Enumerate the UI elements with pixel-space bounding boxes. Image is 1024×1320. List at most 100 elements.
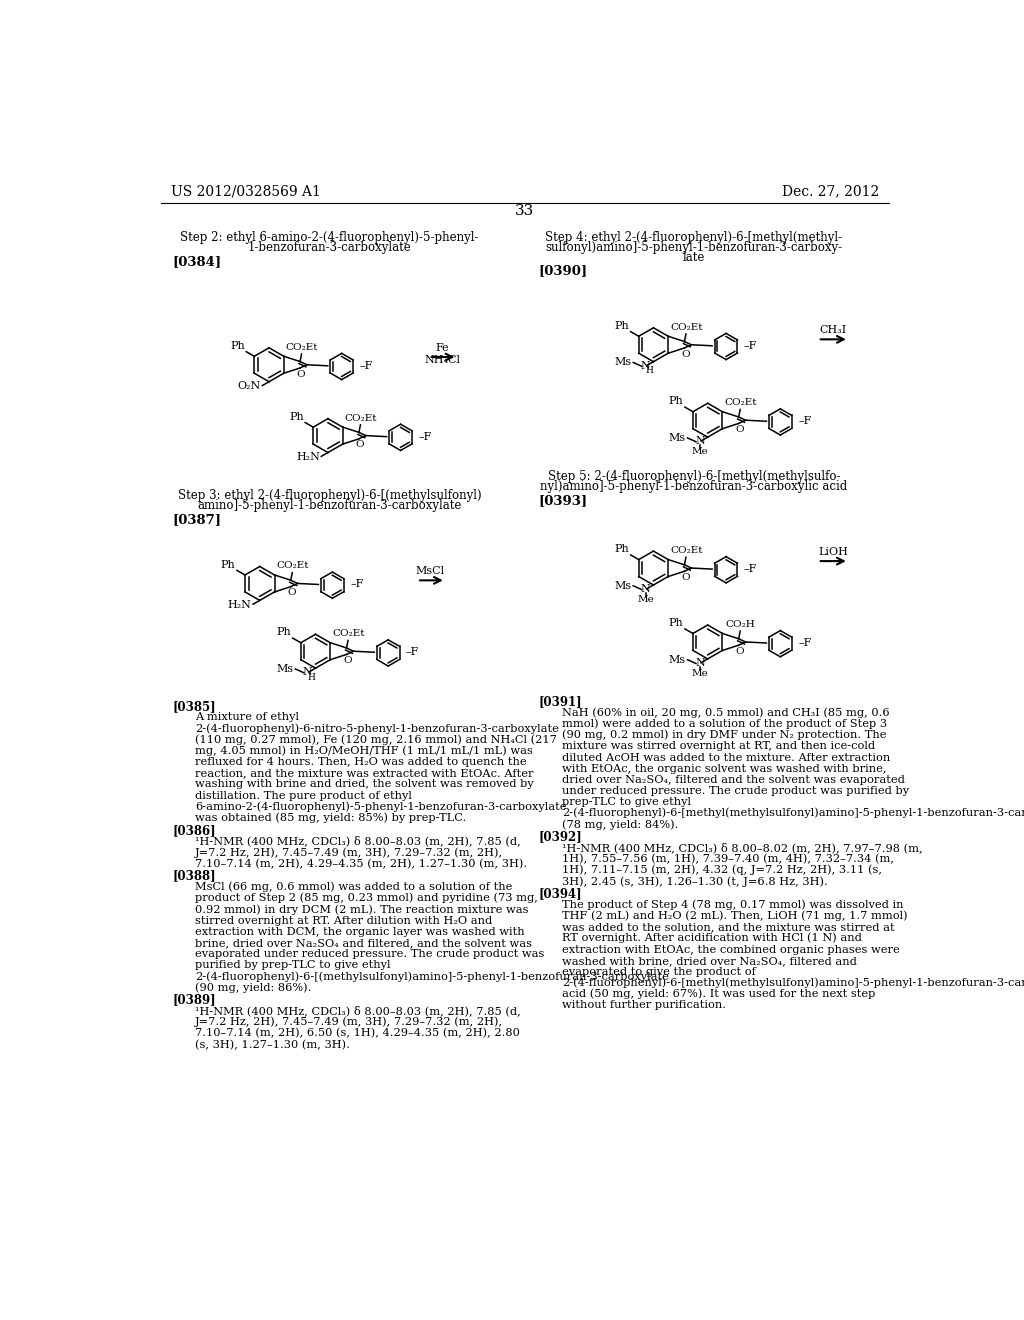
Text: Step 4: ethyl 2-(4-fluorophenyl)-6-[methyl(methyl-: Step 4: ethyl 2-(4-fluorophenyl)-6-[meth… [545,231,843,244]
Text: brine, dried over Na₂SO₄ and filtered, and the solvent was: brine, dried over Na₂SO₄ and filtered, a… [196,939,532,948]
Text: without further purification.: without further purification. [562,1001,726,1011]
Text: NaH (60% in oil, 20 mg, 0.5 mmol) and CH₃I (85 mg, 0.6: NaH (60% in oil, 20 mg, 0.5 mmol) and CH… [562,708,890,718]
Text: CO₂Et: CO₂Et [344,413,377,422]
Text: (90 mg, 0.2 mmol) in dry DMF under N₂ protection. The: (90 mg, 0.2 mmol) in dry DMF under N₂ pr… [562,730,887,741]
Text: 2-(4-fluorophenyl)-6-nitro-5-phenyl-1-benzofuran-3-carboxylate: 2-(4-fluorophenyl)-6-nitro-5-phenyl-1-be… [196,723,559,734]
Text: 7.10–7.14 (m, 2H), 4.29–4.35 (m, 2H), 1.27–1.30 (m, 3H).: 7.10–7.14 (m, 2H), 4.29–4.35 (m, 2H), 1.… [196,858,527,869]
Text: NH₄Cl: NH₄Cl [425,355,461,366]
Text: product of Step 2 (85 mg, 0.23 mmol) and pyridine (73 mg,: product of Step 2 (85 mg, 0.23 mmol) and… [196,892,539,903]
Text: was obtained (85 mg, yield: 85%) by prep-TLC.: was obtained (85 mg, yield: 85%) by prep… [196,812,467,822]
Text: US 2012/0328569 A1: US 2012/0328569 A1 [171,185,321,198]
Text: evaporated under reduced pressure. The crude product was: evaporated under reduced pressure. The c… [196,949,545,960]
Text: Step 3: ethyl 2-(4-fluorophenyl)-6-[(methylsulfonyl): Step 3: ethyl 2-(4-fluorophenyl)-6-[(met… [178,488,481,502]
Text: –F: –F [406,647,420,657]
Text: ¹H-NMR (400 MHz, CDCl₃) δ 8.00–8.02 (m, 2H), 7.97–7.98 (m,: ¹H-NMR (400 MHz, CDCl₃) δ 8.00–8.02 (m, … [562,842,923,853]
Text: O: O [297,370,305,379]
Text: 33: 33 [515,205,535,218]
Text: J=7.2 Hz, 2H), 7.45–7.49 (m, 3H), 7.29–7.32 (m, 2H),: J=7.2 Hz, 2H), 7.45–7.49 (m, 3H), 7.29–7… [196,1016,504,1027]
Text: 3H), 2.45 (s, 3H), 1.26–1.30 (t, J=6.8 Hz, 3H).: 3H), 2.45 (s, 3H), 1.26–1.30 (t, J=6.8 H… [562,876,827,887]
Text: O: O [287,589,296,597]
Text: under reduced pressure. The crude product was purified by: under reduced pressure. The crude produc… [562,785,909,796]
Text: Ms: Ms [276,664,294,675]
Text: (s, 3H), 1.27–1.30 (m, 3H).: (s, 3H), 1.27–1.30 (m, 3H). [196,1039,350,1049]
Text: CO₂Et: CO₂Et [670,546,702,554]
Text: J=7.2 Hz, 2H), 7.45–7.49 (m, 3H), 7.29–7.32 (m, 2H),: J=7.2 Hz, 2H), 7.45–7.49 (m, 3H), 7.29–7… [196,847,504,858]
Text: Ph: Ph [289,412,304,422]
Text: Fe: Fe [436,343,450,352]
Text: (110 mg, 0.27 mmol), Fe (120 mg, 2.16 mmol) and NH₄Cl (217: (110 mg, 0.27 mmol), Fe (120 mg, 2.16 mm… [196,734,557,744]
Text: MsCl (66 mg, 0.6 mmol) was added to a solution of the: MsCl (66 mg, 0.6 mmol) was added to a so… [196,882,513,892]
Text: sulfonyl)amino]-5-phenyl-1-benzofuran-3-carboxy-: sulfonyl)amino]-5-phenyl-1-benzofuran-3-… [545,240,843,253]
Text: ¹H-NMR (400 MHz, CDCl₃) δ 8.00–8.03 (m, 2H), 7.85 (d,: ¹H-NMR (400 MHz, CDCl₃) δ 8.00–8.03 (m, … [196,1006,521,1016]
Text: 2-(4-fluorophenyl)-6-[methyl(methylsulfonyl)amino]-5-phenyl-1-benzofuran-3-carbo: 2-(4-fluorophenyl)-6-[methyl(methylsulfo… [562,978,1024,989]
Text: refluxed for 4 hours. Then, H₂O was added to quench the: refluxed for 4 hours. Then, H₂O was adde… [196,758,527,767]
Text: O: O [355,441,364,449]
Text: Me: Me [691,447,709,457]
Text: A mixture of ethyl: A mixture of ethyl [196,713,299,722]
Text: O: O [735,425,743,434]
Text: [0393]: [0393] [539,494,588,507]
Text: MsCl: MsCl [416,566,444,577]
Text: dried over Na₂SO₄, filtered and the solvent was evaporated: dried over Na₂SO₄, filtered and the solv… [562,775,905,785]
Text: mg, 4.05 mmol) in H₂O/MeOH/THF (1 mL/1 mL/1 mL) was: mg, 4.05 mmol) in H₂O/MeOH/THF (1 mL/1 m… [196,746,534,756]
Text: extraction with EtOAc, the combined organic phases were: extraction with EtOAc, the combined orga… [562,945,900,954]
Text: 1H), 7.55–7.56 (m, 1H), 7.39–7.40 (m, 4H), 7.32–7.34 (m,: 1H), 7.55–7.56 (m, 1H), 7.39–7.40 (m, 4H… [562,854,894,865]
Text: evaporated to give the product of: evaporated to give the product of [562,968,756,977]
Text: CO₂Et: CO₂Et [724,399,757,407]
Text: nyl)amino]-5-phenyl-1-benzofuran-3-carboxylic acid: nyl)amino]-5-phenyl-1-benzofuran-3-carbo… [540,480,848,494]
Text: distillation. The pure product of ethyl: distillation. The pure product of ethyl [196,791,413,801]
Text: –F: –F [743,341,758,351]
Text: late: late [683,251,705,264]
Text: ¹H-NMR (400 MHz, CDCl₃) δ 8.00–8.03 (m, 2H), 7.85 (d,: ¹H-NMR (400 MHz, CDCl₃) δ 8.00–8.03 (m, … [196,836,521,846]
Text: Step 5: 2-(4-fluorophenyl)-6-[methyl(methylsulfo-: Step 5: 2-(4-fluorophenyl)-6-[methyl(met… [548,470,840,483]
Text: [0389]: [0389] [172,994,216,1006]
Text: Me: Me [637,595,654,605]
Text: CO₂Et: CO₂Et [286,343,318,351]
Text: –F: –F [419,432,432,442]
Text: washing with brine and dried, the solvent was removed by: washing with brine and dried, the solven… [196,780,535,789]
Text: H: H [307,673,315,682]
Text: N: N [641,360,650,371]
Text: purified by prep-TLC to give ethyl: purified by prep-TLC to give ethyl [196,961,391,970]
Text: Me: Me [691,669,709,678]
Text: H: H [645,367,653,375]
Text: mixture was stirred overnight at RT, and then ice-cold: mixture was stirred overnight at RT, and… [562,742,876,751]
Text: (78 mg, yield: 84%).: (78 mg, yield: 84%). [562,818,678,829]
Text: Ph: Ph [614,544,630,554]
Text: –F: –F [350,579,364,590]
Text: 1H), 7.11–7.15 (m, 2H), 4.32 (q, J=7.2 Hz, 2H), 3.11 (s,: 1H), 7.11–7.15 (m, 2H), 4.32 (q, J=7.2 H… [562,865,882,875]
Text: 2-(4-fluorophenyl)-6-[methyl(methylsulfonyl)amino]-5-phenyl-1-benzofuran-3-carbo: 2-(4-fluorophenyl)-6-[methyl(methylsulfo… [562,808,1024,818]
Text: Ph: Ph [276,627,292,638]
Text: Dec. 27, 2012: Dec. 27, 2012 [782,185,880,198]
Text: –F: –F [359,360,373,371]
Text: 6-amino-2-(4-fluorophenyl)-5-phenyl-1-benzofuran-3-carboxylate: 6-amino-2-(4-fluorophenyl)-5-phenyl-1-be… [196,801,567,812]
Text: [0384]: [0384] [172,255,221,268]
Text: N: N [695,657,705,668]
Text: Ph: Ph [221,560,236,570]
Text: CO₂Et: CO₂Et [276,561,309,570]
Text: O: O [735,647,743,656]
Text: –F: –F [798,416,812,426]
Text: N: N [641,583,650,594]
Text: 7.10–7.14 (m, 2H), 6.50 (s, 1H), 4.29–4.35 (m, 2H), 2.80: 7.10–7.14 (m, 2H), 6.50 (s, 1H), 4.29–4.… [196,1028,520,1039]
Text: Ms: Ms [669,655,686,665]
Text: acid (50 mg, yield: 67%). It was used for the next step: acid (50 mg, yield: 67%). It was used fo… [562,989,876,999]
Text: [0385]: [0385] [172,700,216,713]
Text: [0392]: [0392] [539,830,583,843]
Text: 1-benzofuran-3-carboxylate: 1-benzofuran-3-carboxylate [248,240,412,253]
Text: H₂N: H₂N [227,601,252,610]
Text: Ms: Ms [669,433,686,444]
Text: [0386]: [0386] [172,824,216,837]
Text: LiOH: LiOH [818,546,848,557]
Text: 0.92 mmol) in dry DCM (2 mL). The reaction mixture was: 0.92 mmol) in dry DCM (2 mL). The reacti… [196,904,529,915]
Text: extraction with DCM, the organic layer was washed with: extraction with DCM, the organic layer w… [196,927,525,937]
Text: CO₂Et: CO₂Et [332,630,365,638]
Text: Step 2: ethyl 6-amino-2-(4-fluorophenyl)-5-phenyl-: Step 2: ethyl 6-amino-2-(4-fluorophenyl)… [180,231,479,244]
Text: Ph: Ph [669,618,684,628]
Text: 2-(4-fluorophenyl)-6-[(methylsulfonyl)amino]-5-phenyl-1-benzofuran-3-carboxylate: 2-(4-fluorophenyl)-6-[(methylsulfonyl)am… [196,972,670,982]
Text: with EtOAc, the organic solvent was washed with brine,: with EtOAc, the organic solvent was wash… [562,764,887,774]
Text: H₂N: H₂N [296,453,319,462]
Text: –F: –F [798,638,812,648]
Text: prep-TLC to give ethyl: prep-TLC to give ethyl [562,797,691,808]
Text: O₂N: O₂N [238,381,261,391]
